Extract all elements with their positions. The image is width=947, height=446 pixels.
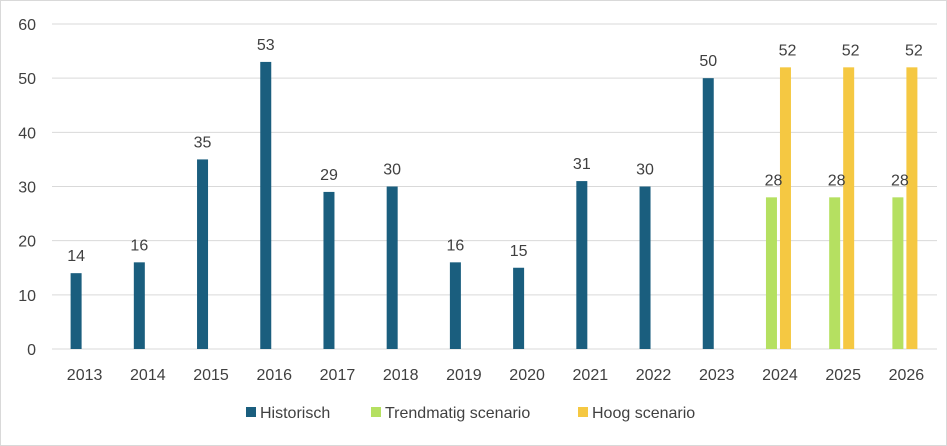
y-axis-ticks: 0 10 20 30 40 50 60 — [18, 17, 36, 359]
x-tick-label-2016: 2016 — [256, 367, 292, 384]
data-label-2025-2: 52 — [842, 42, 860, 59]
legend: Historisch Trendmatig scenario Hoog scenar… — [246, 405, 695, 422]
gridlines — [52, 23, 937, 350]
x-tick-label-2019: 2019 — [446, 367, 482, 384]
y-tick-label: 0 — [27, 342, 36, 359]
bar-historisch-2018 — [386, 186, 398, 349]
bar-historisch-2013 — [70, 273, 82, 349]
data-label-2026-2: 52 — [905, 42, 923, 59]
y-tick-label: 30 — [18, 180, 36, 197]
bar-historisch-2022 — [639, 186, 651, 349]
data-label-2025-1: 28 — [828, 172, 846, 189]
data-label-2014-0: 16 — [130, 237, 148, 254]
bar-historisch-2019 — [449, 262, 461, 349]
x-tick-label-2024: 2024 — [762, 367, 798, 384]
bar-historisch-2014 — [133, 262, 145, 349]
bar-trendmatig-scenario-2026 — [892, 197, 904, 349]
x-tick-label-2015: 2015 — [193, 367, 229, 384]
bar-trendmatig-scenario-2024 — [765, 197, 777, 349]
bar-hoog-scenario-2025 — [843, 67, 855, 349]
x-tick-label-2021: 2021 — [573, 367, 609, 384]
y-tick-label: 50 — [18, 71, 36, 88]
x-tick-label-2018: 2018 — [383, 367, 419, 384]
bar-historisch-2023 — [702, 78, 714, 350]
data-label-2019-0: 16 — [446, 237, 464, 254]
bar-historisch-2015 — [197, 159, 209, 349]
bar-historisch-2021 — [576, 181, 588, 349]
legend-swatch-2 — [578, 407, 588, 417]
bar-hoog-scenario-2026 — [906, 67, 918, 349]
data-label-2022-0: 30 — [636, 162, 654, 179]
data-label-2017-0: 29 — [320, 167, 338, 184]
bar-historisch-2020 — [513, 267, 525, 349]
data-label-2026-1: 28 — [891, 172, 909, 189]
data-label-2018-0: 30 — [383, 162, 401, 179]
bar-historisch-2016 — [260, 61, 272, 350]
y-tick-label: 60 — [18, 17, 36, 34]
x-tick-label-2017: 2017 — [320, 367, 356, 384]
legend-label-2: Hoog scenario — [592, 405, 695, 422]
x-tick-label-2023: 2023 — [699, 367, 735, 384]
bar-trendmatig-scenario-2025 — [829, 197, 841, 349]
x-tick-label-2022: 2022 — [636, 367, 672, 384]
y-tick-label: 40 — [18, 125, 36, 142]
y-tick-label: 20 — [18, 234, 36, 251]
x-tick-label-2020: 2020 — [509, 367, 545, 384]
bar-historisch-2017 — [323, 191, 335, 349]
data-label-2013-0: 14 — [67, 248, 85, 265]
bar-hoog-scenario-2024 — [779, 67, 791, 349]
legend-swatch-1 — [371, 407, 381, 417]
data-label-2016-0: 53 — [257, 37, 275, 54]
data-label-2021-0: 31 — [573, 156, 591, 173]
x-tick-label-2025: 2025 — [825, 367, 861, 384]
x-tick-label-2026: 2026 — [889, 367, 925, 384]
legend-label-0: Historisch — [260, 405, 330, 422]
data-labels: 14 16 35 53 29 30 16 15 31 30 50 28 52 28 52 28 52 — [67, 37, 923, 265]
x-tick-label-2013: 2013 — [67, 367, 103, 384]
data-label-2020-0: 15 — [510, 243, 528, 260]
y-tick-label: 10 — [18, 288, 36, 305]
x-tick-label-2014: 2014 — [130, 367, 166, 384]
data-label-2024-2: 52 — [779, 42, 797, 59]
legend-label-1: Trendmatig scenario — [385, 405, 530, 422]
legend-swatch-0 — [246, 407, 256, 417]
data-label-2023-0: 50 — [699, 53, 717, 70]
bars — [70, 61, 918, 350]
data-label-2015-0: 35 — [194, 134, 212, 151]
x-axis-ticks: 2013 2014 2015 2016 2017 2018 2019 2020 2021 2022… — [67, 367, 924, 384]
data-label-2024-1: 28 — [765, 172, 783, 189]
